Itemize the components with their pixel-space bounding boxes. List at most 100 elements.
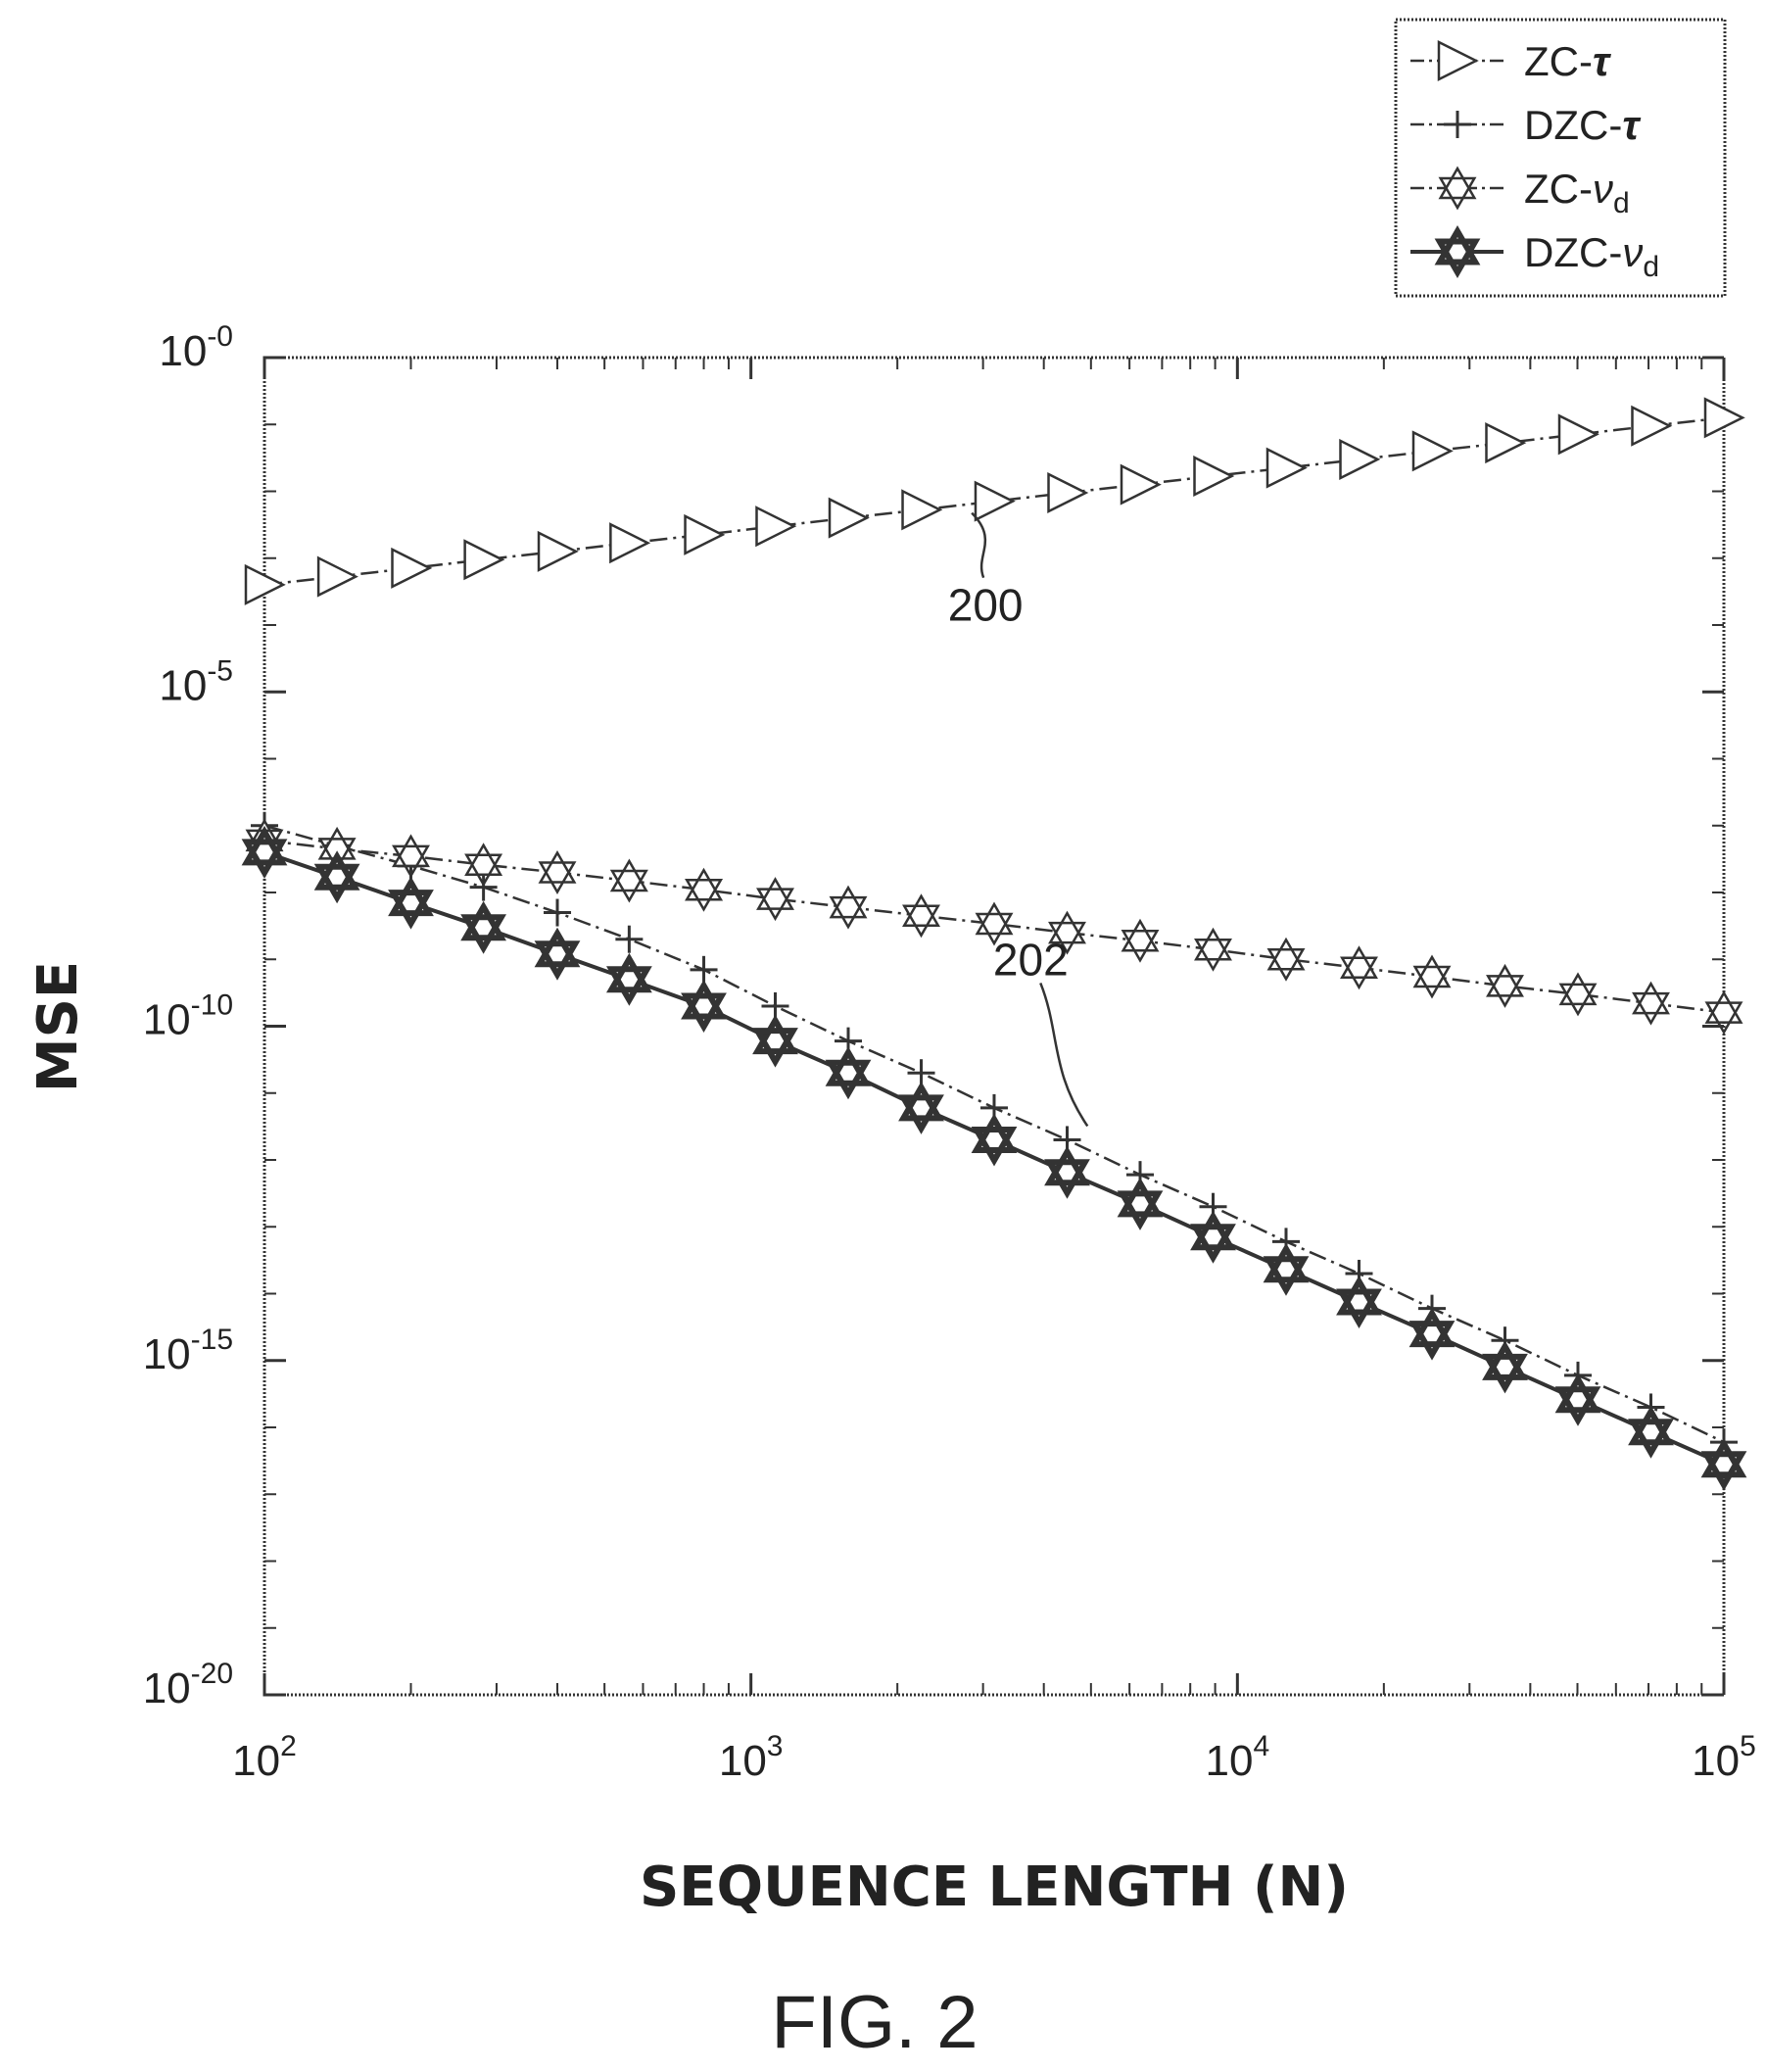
star-triangle [825,1059,872,1100]
data-point [1044,1145,1090,1199]
star-triangle [1266,937,1306,971]
tick-label-exponent: -0 [207,320,233,353]
data-point [828,497,870,539]
star-triangle [1434,238,1481,278]
y-tick-label: 10-20 [143,1658,233,1712]
star-triangle [829,895,868,930]
star-triangle [1554,1386,1601,1426]
star-triangle [756,877,794,910]
data-point [829,885,868,930]
star-triangle [829,885,868,919]
data-point [1408,1307,1456,1361]
data-point [898,1081,944,1134]
data-point [1263,1242,1310,1296]
legend-label: DZC-νd [1524,229,1659,283]
data-point [388,876,434,930]
star-triangle [898,1094,944,1134]
data-point [1631,405,1673,447]
star-triangle [902,904,940,939]
legend-label: ZC-τ [1524,38,1611,84]
star-triangle [1408,1321,1456,1361]
leader-line-202 [1039,982,1089,1128]
star-triangle [534,940,581,981]
data-point [1193,455,1235,497]
star-triangle [388,890,434,930]
data-point [609,858,648,903]
y-tick-label: 10-5 [159,654,233,709]
legend-label-base: DZC- [1524,229,1622,275]
data-point [1628,1405,1674,1459]
annotations: 200 202 [948,511,1089,1128]
legend-entry-4: DZC-νd [1410,225,1659,283]
data-point [544,898,572,927]
legend-label-base: DZC- [1524,102,1622,148]
star-triangle [1194,939,1232,972]
legend-marker [1434,225,1481,278]
data-point [463,539,505,581]
data-point [1048,910,1086,955]
star-triangle [538,861,577,895]
data-point [901,489,943,531]
x-tick-label: 103 [719,1730,784,1785]
data-point [756,877,794,922]
legend-label-symbol: τ [1622,102,1641,148]
star-triangle [1482,1353,1528,1394]
x-axis-title: SEQUENCE LENGTH (N) [640,1855,1349,1919]
data-point [1340,945,1378,990]
tick-label-exponent: -15 [191,1324,233,1356]
star-triangle [1190,1224,1236,1264]
legend-label: ZC-νd [1524,166,1630,219]
leader-line-200 [971,511,987,579]
y-tick-label: 10-0 [159,320,233,375]
legend-label-subscript: d [1643,251,1659,283]
star-triangle [685,867,724,901]
star-triangle [392,844,430,879]
star-triangle [313,863,360,904]
star-triangle [681,992,727,1033]
tick-label-base: 10 [1206,1737,1254,1785]
data-point [1120,463,1162,506]
major-ticks [263,356,1726,1697]
star-triangle [606,966,652,1006]
data-point [902,893,940,939]
data-point [469,873,498,901]
data-point [1412,954,1452,999]
star-triangle [1700,1451,1747,1491]
data-point [1266,937,1306,982]
legend-marker [1438,166,1477,211]
data-point [755,506,797,548]
annotation-202: 202 [993,934,1069,985]
data-point [1194,927,1232,972]
data-point [1047,471,1089,514]
data-point [1554,1373,1601,1426]
star-triangle [1438,176,1477,211]
data-point [1704,990,1743,1036]
data-point [684,513,726,555]
star-triangle [902,893,940,927]
star-triangle [1704,990,1743,1024]
legend-label: DZC-τ [1524,102,1641,148]
star-triangle [460,914,506,954]
star-triangle [1336,1288,1382,1328]
data-point [538,849,577,895]
tick-label-exponent: 4 [1253,1730,1269,1762]
x-tick-label: 102 [232,1730,297,1785]
tick-label-exponent: -10 [191,989,233,1022]
star-triangle [1628,1419,1674,1459]
y-axis-title: MSE [26,961,90,1092]
data-point [1117,1177,1164,1230]
data-point [681,980,727,1033]
star-triangle [1117,1190,1164,1230]
legend-label-symbol: τ [1593,38,1611,84]
legend: ZC-τ DZC-τ ZC-νd DZC-νd [1394,18,1727,298]
star-triangle [971,1127,1018,1167]
data-point [244,563,286,605]
data-point [1121,918,1160,963]
tick-label-base: 10 [159,661,207,709]
tick-label-base: 10 [143,1664,191,1712]
legend-label-subscript: d [1613,187,1630,219]
star-triangle [609,858,648,892]
data-point [1703,397,1745,439]
series-4 [241,825,1747,1491]
star-triangle [1486,963,1524,997]
